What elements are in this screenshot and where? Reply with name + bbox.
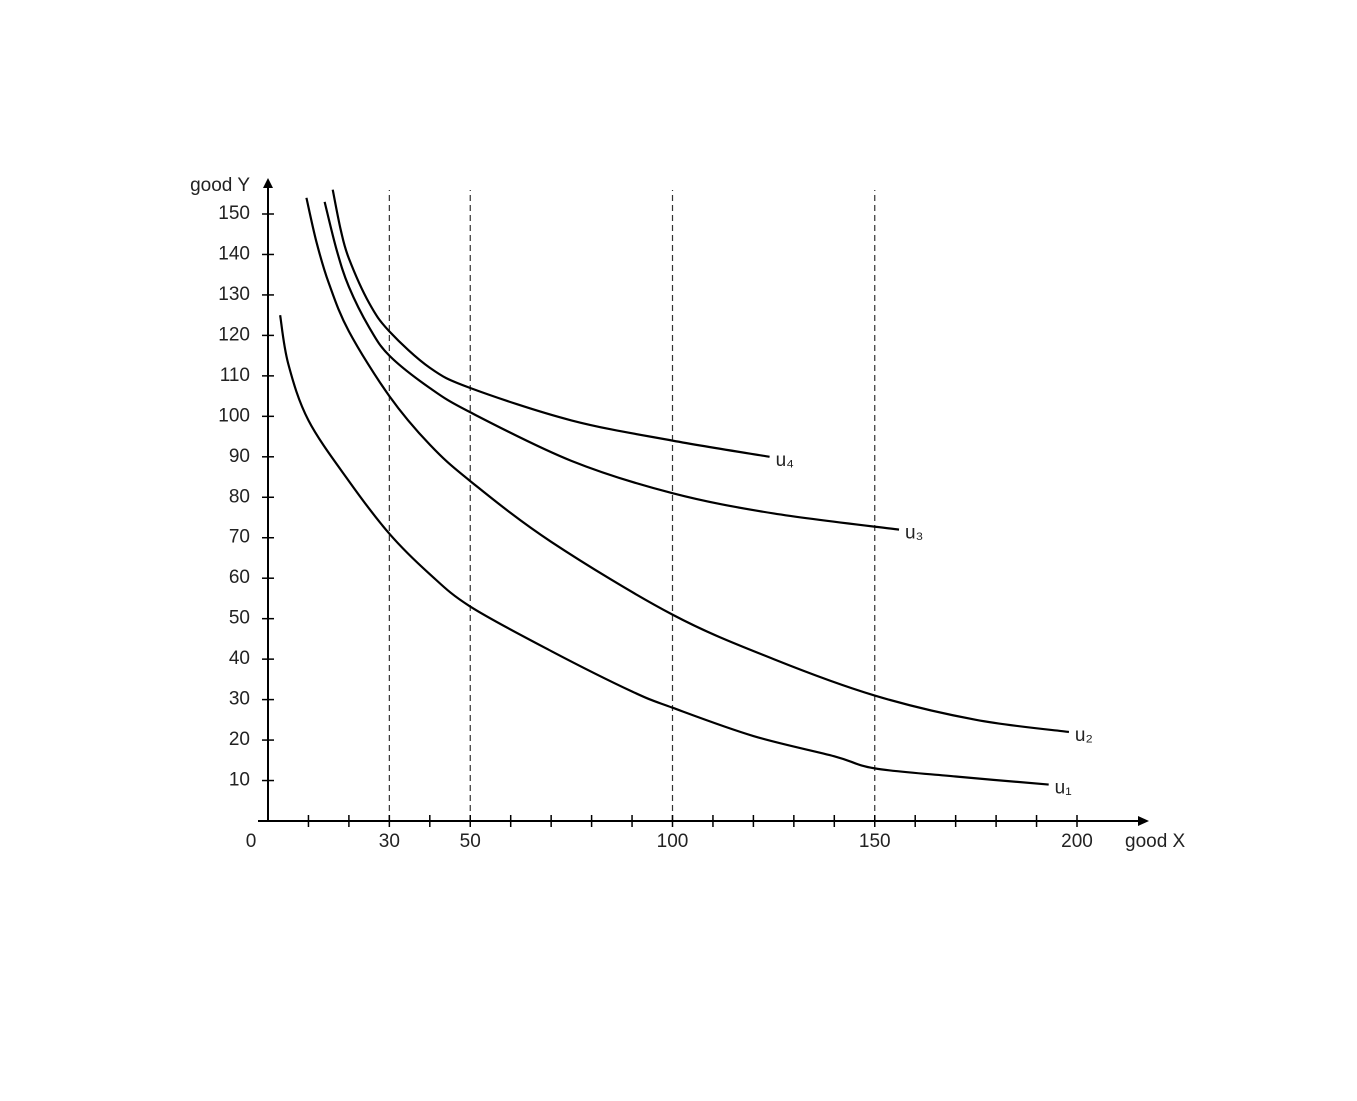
indifference-curve	[305, 197, 1070, 734]
indifference-curve	[279, 314, 1049, 786]
x-tick-label: 200	[1061, 831, 1093, 852]
curve-label: u₃	[905, 523, 923, 544]
y-tick-label: 10	[229, 770, 250, 791]
y-tick-label: 60	[229, 567, 250, 588]
x-axis-label: good X	[1125, 831, 1186, 852]
indifference-curve	[323, 201, 900, 531]
y-tick-label: 20	[229, 729, 250, 750]
x-tick-label: 50	[460, 831, 481, 852]
y-tick-label: 110	[220, 365, 250, 386]
y-tick-label: 40	[229, 648, 250, 669]
x-tick-label: 100	[657, 831, 689, 852]
y-tick-label: 100	[218, 405, 250, 426]
x-tick-label: 150	[859, 831, 891, 852]
x-tick-label: 0	[246, 831, 257, 852]
y-tick-label: 150	[218, 203, 250, 224]
y-tick-label: 90	[229, 446, 250, 467]
y-tick-label: 120	[218, 324, 250, 345]
y-tick-label: 30	[229, 689, 250, 710]
y-tick-label: 70	[229, 527, 250, 548]
y-axis-label: good Y	[190, 175, 250, 196]
y-tick-label: 50	[229, 608, 250, 629]
indifference-curve	[331, 189, 770, 458]
curve-label: u₂	[1075, 725, 1093, 746]
x-tick-label: 30	[379, 831, 400, 852]
y-tick-label: 130	[218, 284, 250, 305]
curve-label: u₁	[1055, 778, 1072, 799]
y-tick-label: 140	[218, 243, 250, 264]
y-tick-label: 80	[229, 486, 250, 507]
x-axis-arrow	[1138, 816, 1149, 826]
curve-label: u₄	[776, 450, 795, 471]
y-axis-arrow	[263, 178, 273, 188]
